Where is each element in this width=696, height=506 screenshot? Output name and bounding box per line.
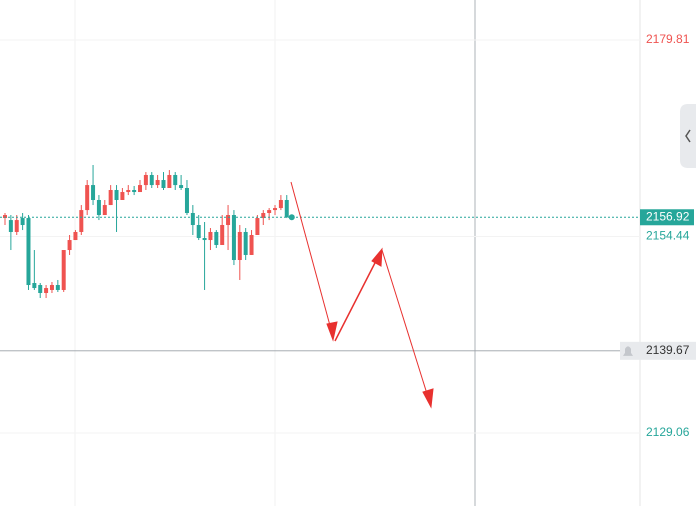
arrow-line	[381, 249, 429, 398]
candle-body	[8, 220, 13, 232]
y-tick-label: 2129.06	[646, 425, 690, 439]
candle-body	[3, 215, 7, 219]
last-price-label: 2156.92	[646, 209, 690, 223]
side-tab-icon[interactable]	[685, 129, 691, 143]
candle-body	[108, 190, 113, 206]
candle-body	[91, 185, 96, 200]
candle-body	[214, 231, 219, 245]
candle-body	[179, 185, 184, 188]
candle-body	[138, 185, 143, 193]
arrow-line	[290, 181, 333, 334]
candle-body	[38, 285, 43, 293]
side-tab[interactable]	[680, 104, 696, 168]
arrow-head	[326, 321, 338, 342]
candle-body	[273, 208, 278, 211]
candle-body	[284, 199, 289, 218]
candle-body	[79, 210, 84, 232]
candle-body	[67, 240, 72, 251]
arrow-line	[334, 256, 379, 342]
side-tab-bg[interactable]	[680, 104, 696, 168]
candle-body	[32, 283, 37, 289]
candle-body	[249, 234, 254, 255]
candle-body	[255, 218, 260, 235]
candle-body	[20, 218, 25, 226]
candle-body	[102, 205, 107, 216]
arrow-head	[371, 247, 383, 267]
candle-body	[120, 192, 125, 200]
crosshair-label: 2139.67	[646, 343, 690, 357]
candle-body	[278, 199, 283, 209]
crosshair-label-bg	[620, 341, 696, 360]
alert-bell-icon	[623, 346, 633, 356]
candle-body	[85, 185, 90, 211]
candle-body	[55, 285, 60, 290]
last-price-label-bg	[640, 209, 694, 226]
candle-body	[26, 218, 31, 286]
candle-body	[267, 210, 272, 214]
candle-body	[73, 231, 78, 241]
arrow-head	[422, 388, 434, 409]
candle-body	[237, 231, 242, 261]
candle-body	[14, 220, 19, 232]
candle-body	[61, 250, 66, 290]
drawing-arrows	[290, 181, 434, 409]
candle-body	[114, 190, 119, 200]
candle-body	[184, 187, 189, 214]
candle-body	[49, 285, 54, 290]
candle-body	[126, 190, 131, 193]
candle-body	[149, 174, 154, 186]
candle-body	[231, 215, 236, 261]
candle-body	[143, 174, 148, 186]
candle-body	[155, 180, 160, 186]
candle-body	[196, 225, 201, 239]
candle-body	[202, 238, 207, 241]
candle-body	[173, 174, 178, 186]
candle-body	[132, 190, 137, 193]
candle-body	[208, 231, 213, 241]
candle-body	[167, 174, 172, 188]
candle-body	[44, 288, 49, 293]
candle-body	[220, 225, 225, 245]
candle-body	[243, 231, 248, 255]
candle-body	[261, 213, 266, 219]
y-tick-label: 2154.44	[646, 229, 690, 243]
y-tick-label: 2179.81	[646, 32, 690, 46]
last-price-dot	[288, 214, 295, 221]
candle-body	[96, 199, 101, 216]
candle-body	[190, 213, 195, 226]
candle-body	[226, 215, 231, 226]
candle-body	[161, 180, 166, 188]
